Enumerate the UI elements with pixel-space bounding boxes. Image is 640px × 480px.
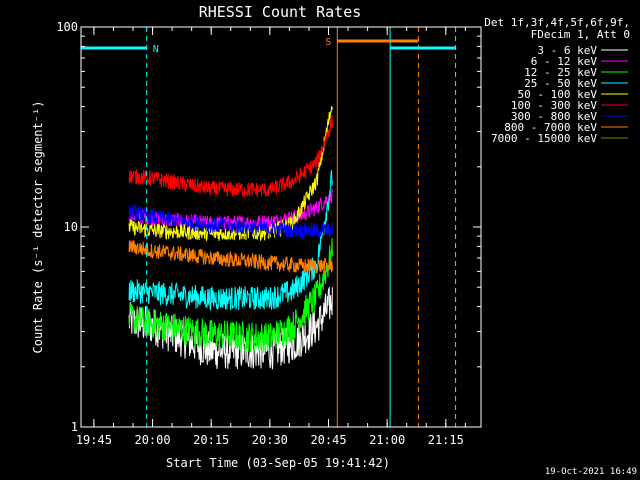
series-line (128, 239, 333, 274)
legend-entry-label: 12 - 25 keV (524, 66, 597, 79)
legend-entry-label: 25 - 50 keV (524, 77, 597, 90)
series-line (128, 237, 333, 353)
marker-label: N (153, 44, 159, 55)
series-line (128, 170, 333, 311)
y-tick-label: 10 (64, 220, 78, 234)
x-tick-label: 20:00 (134, 433, 170, 447)
marker-1: N (81, 27, 159, 427)
marker-3 (389, 27, 457, 427)
legend-entry-label: 100 - 300 keV (511, 99, 597, 112)
series-8 (128, 239, 333, 274)
axes: 19:45 20:00 20:15 20:30 20:45 21:00 21:15 1 10 10… (56, 20, 481, 447)
legend-entry-label: 50 - 100 keV (518, 88, 598, 101)
legend-header-line-2: FDecim 1, Att 0 (531, 28, 630, 41)
legend-entry-9: 7000 - 15000 keV (491, 132, 628, 145)
data-layer (128, 105, 333, 370)
legend-header-line-1: Det 1f,3f,4f,5f,6f,9f, (484, 16, 630, 29)
footer-date: 19-Oct-2021 16:49 (545, 467, 637, 477)
x-axis-label: Start Time (03-Sep-05 19:41:42) (166, 456, 390, 470)
legend-entry-label: 3 - 6 keV (537, 44, 597, 57)
series-line (128, 114, 333, 198)
legend-entry-1: 3 - 6 keV (537, 44, 628, 57)
series-7 (128, 203, 333, 240)
legend-entry-label: 6 - 12 keV (531, 55, 598, 68)
legend-entry-7: 300 - 800 keV (511, 110, 628, 123)
y-tick-label: 100 (56, 20, 78, 34)
x-tick-label: 21:15 (428, 433, 464, 447)
legend-entry-label: 300 - 800 keV (511, 110, 597, 123)
series-3 (128, 237, 333, 353)
x-tick-label: 19:45 (76, 433, 112, 447)
legend-entry-4: 25 - 50 keV (524, 77, 628, 90)
y-axis-label: Count Rate (s⁻¹ detector segment⁻¹) (31, 101, 45, 354)
series-4 (128, 170, 333, 311)
x-tick-label: 20:45 (310, 433, 346, 447)
series-6 (128, 114, 333, 198)
legend-entry-3: 12 - 25 keV (524, 66, 628, 79)
series-5 (128, 105, 333, 242)
time-markers: NS (81, 27, 457, 427)
legend-entry-5: 50 - 100 keV (518, 88, 628, 101)
legend-entry-label: 7000 - 15000 keV (491, 132, 597, 145)
x-tick-label: 20:30 (252, 433, 288, 447)
legend: Det 1f,3f,4f,5f,6f,9f, FDecim 1, Att 0 3… (484, 16, 630, 145)
series-line (128, 203, 333, 240)
y-tick-label: 1 (71, 420, 78, 434)
marker-2: S (325, 27, 419, 427)
legend-entry-6: 100 - 300 keV (511, 99, 628, 112)
legend-entry-2: 6 - 12 keV (531, 55, 628, 68)
x-tick-label: 20:15 (193, 433, 229, 447)
legend-entry-label: 800 - 7000 keV (504, 121, 597, 134)
marker-label: S (325, 37, 331, 48)
legend-entry-8: 800 - 7000 keV (504, 121, 628, 134)
chart-title: RHESSI Count Rates (199, 3, 362, 21)
x-tick-label: 21:00 (369, 433, 405, 447)
series-line (128, 105, 333, 242)
